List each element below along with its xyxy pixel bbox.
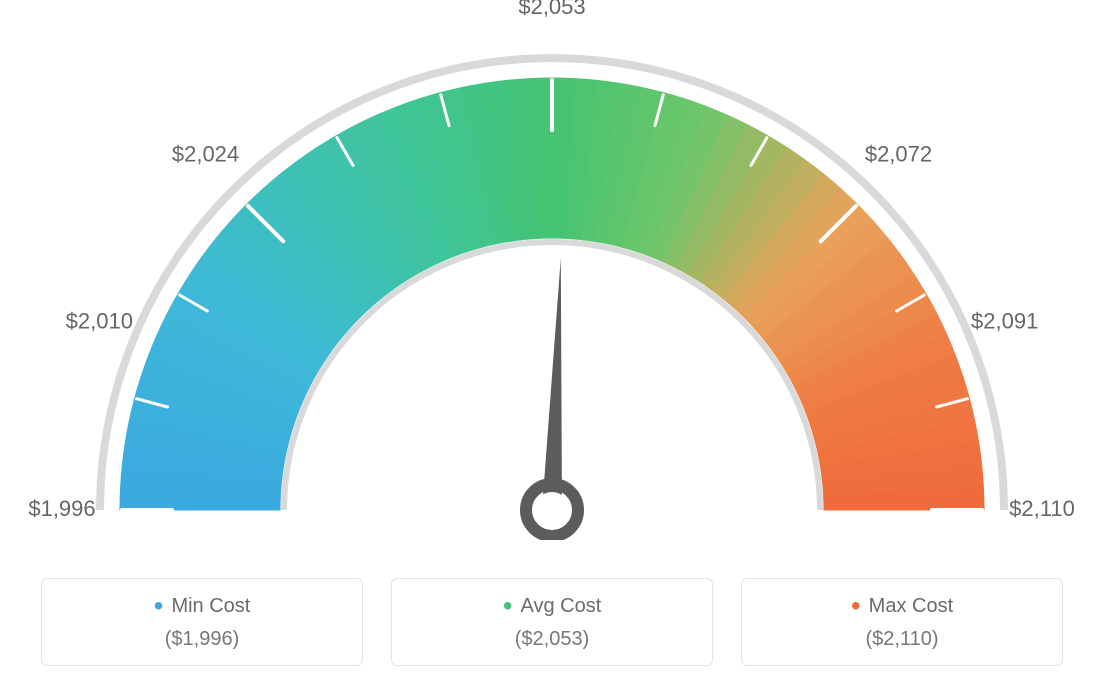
legend-card-min: •Min Cost ($1,996) — [41, 578, 363, 666]
legend-value-max: ($2,110) — [752, 628, 1052, 651]
needle-hub-inner — [534, 492, 570, 528]
gauge-tick-label: $2,010 — [66, 308, 133, 333]
gauge-svg: $1,996 $2,010 $2,024 $2,053 $2,072 $2,091 $2,1… — [0, 0, 1104, 540]
gauge-needle — [542, 258, 562, 510]
cost-gauge-widget: $1,996 $2,010 $2,024 $2,053 $2,072 $2,091 $2,1… — [0, 0, 1104, 690]
legend-row: •Min Cost ($1,996) •Avg Cost ($2,053) •M… — [0, 578, 1104, 666]
gauge-tick-label: $2,091 — [971, 308, 1038, 333]
legend-card-avg: •Avg Cost ($2,053) — [391, 578, 713, 666]
gauge-tick-label: $2,072 — [865, 142, 932, 167]
gauge-tick-label: $2,024 — [172, 142, 239, 167]
legend-title-max: •Max Cost — [752, 595, 1052, 618]
legend-value-min: ($1,996) — [52, 628, 352, 651]
legend-title-min: •Min Cost — [52, 595, 352, 618]
gauge-chart: $1,996 $2,010 $2,024 $2,053 $2,072 $2,091 $2,1… — [0, 0, 1104, 540]
gauge-tick-label: $2,053 — [518, 0, 585, 19]
legend-value-avg: ($2,053) — [402, 628, 702, 651]
legend-title-avg: •Avg Cost — [402, 595, 702, 618]
gauge-tick-label: $1,996 — [28, 496, 95, 521]
legend-card-max: •Max Cost ($2,110) — [741, 578, 1063, 666]
gauge-tick-label: $2,110 — [1009, 496, 1075, 521]
